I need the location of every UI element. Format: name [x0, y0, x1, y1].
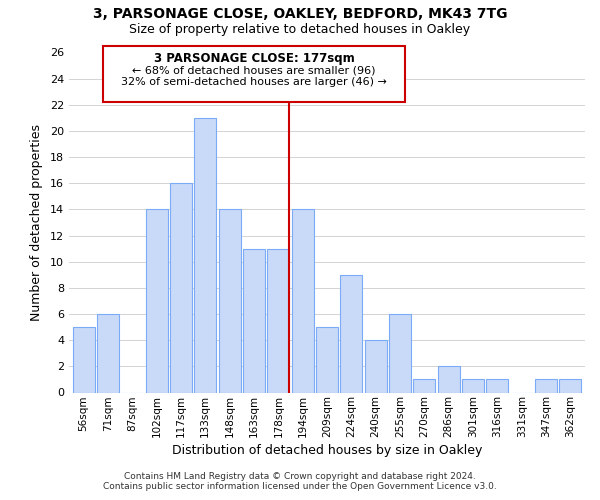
Bar [487, 380, 508, 392]
Text: 3 PARSONAGE CLOSE: 177sqm: 3 PARSONAGE CLOSE: 177sqm [154, 52, 355, 66]
Bar [365, 340, 386, 392]
Bar [316, 327, 338, 392]
Bar [268, 248, 289, 392]
Bar [462, 380, 484, 392]
Y-axis label: Number of detached properties: Number of detached properties [30, 124, 43, 321]
Bar [340, 275, 362, 392]
Bar [389, 314, 411, 392]
Bar [243, 248, 265, 392]
Bar [170, 184, 192, 392]
Bar [559, 380, 581, 392]
Bar [218, 210, 241, 392]
Bar [97, 314, 119, 392]
Text: Contains public sector information licensed under the Open Government Licence v3: Contains public sector information licen… [103, 482, 497, 491]
Bar [438, 366, 460, 392]
Bar [413, 380, 436, 392]
Bar [535, 380, 557, 392]
Text: Size of property relative to detached houses in Oakley: Size of property relative to detached ho… [130, 22, 470, 36]
Text: ← 68% of detached houses are smaller (96): ← 68% of detached houses are smaller (96… [132, 66, 376, 76]
Bar [292, 210, 314, 392]
FancyBboxPatch shape [103, 46, 405, 102]
Bar [146, 210, 167, 392]
Text: Contains HM Land Registry data © Crown copyright and database right 2024.: Contains HM Land Registry data © Crown c… [124, 472, 476, 481]
Bar [194, 118, 216, 392]
Text: 3, PARSONAGE CLOSE, OAKLEY, BEDFORD, MK43 7TG: 3, PARSONAGE CLOSE, OAKLEY, BEDFORD, MK4… [93, 8, 507, 22]
Text: 32% of semi-detached houses are larger (46) →: 32% of semi-detached houses are larger (… [121, 78, 387, 88]
Bar [73, 327, 95, 392]
X-axis label: Distribution of detached houses by size in Oakley: Distribution of detached houses by size … [172, 444, 482, 458]
